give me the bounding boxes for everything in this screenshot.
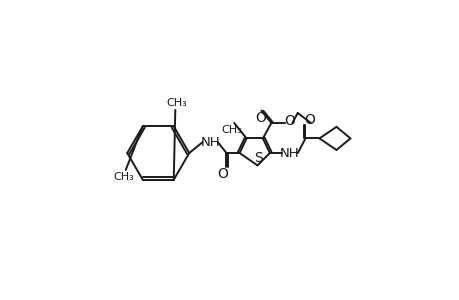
Text: NH: NH <box>200 136 219 149</box>
Text: CH₃: CH₃ <box>113 172 134 182</box>
Text: O: O <box>255 111 265 124</box>
Text: CH₃: CH₃ <box>221 125 242 135</box>
Text: CH₃: CH₃ <box>166 98 187 108</box>
Text: O: O <box>303 113 314 127</box>
Text: S: S <box>253 152 262 165</box>
Text: NH: NH <box>280 146 299 160</box>
Text: O: O <box>217 167 228 181</box>
Text: O: O <box>283 115 294 128</box>
